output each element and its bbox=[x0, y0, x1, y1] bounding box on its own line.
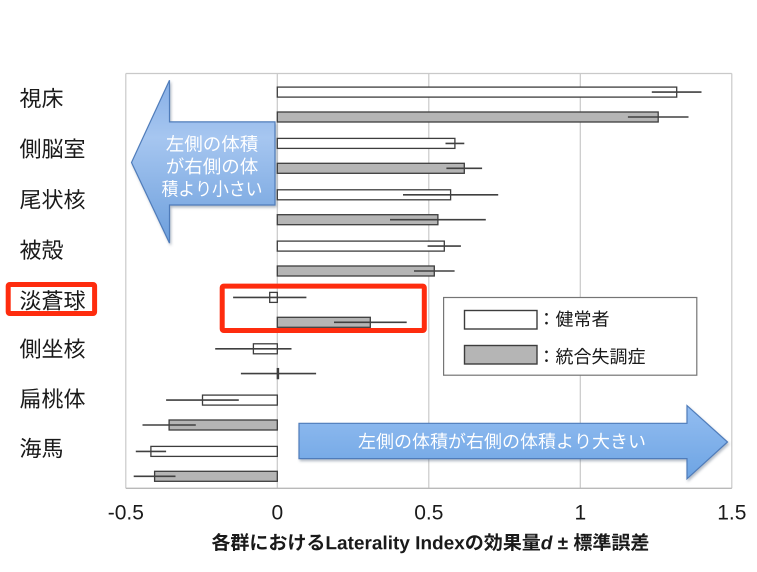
svg-text:-0.5: -0.5 bbox=[108, 502, 144, 525]
svg-text:1.5: 1.5 bbox=[717, 502, 746, 525]
svg-text:0.5: 0.5 bbox=[414, 502, 443, 525]
svg-text:0: 0 bbox=[271, 502, 283, 525]
svg-text:1: 1 bbox=[574, 502, 586, 525]
